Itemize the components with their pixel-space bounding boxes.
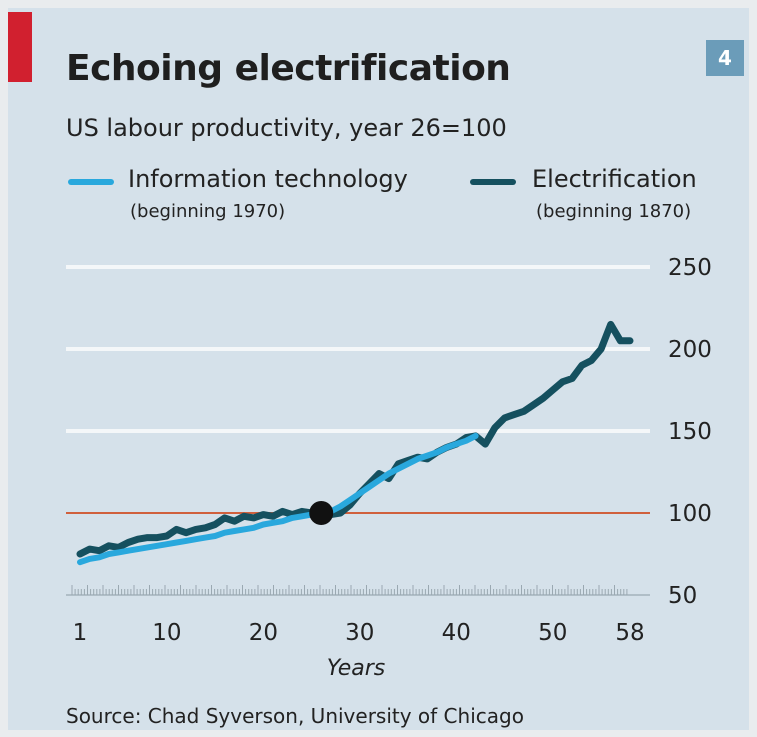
accent-bar: [8, 12, 32, 82]
chart-subtitle: US labour productivity, year 26=100: [66, 114, 507, 142]
x-axis-rug: [66, 585, 650, 596]
y-tick-label-200: 200: [668, 337, 712, 363]
x-tick-label-50: 50: [538, 620, 567, 646]
series-line-information-technology: [77, 432, 479, 566]
chart-number-badge: 4: [706, 40, 744, 76]
y-tick-label-100: 100: [668, 501, 712, 527]
x-tick-label-20: 20: [249, 620, 278, 646]
marker-group: [309, 501, 334, 525]
x-tick-labels: 1 10 20 30 40 50 58: [73, 620, 645, 646]
legend-label-electrification: Electrification: [532, 165, 697, 193]
legend-swatch-electrification: [470, 179, 516, 185]
x-tick-label-10: 10: [152, 620, 181, 646]
y-tick-labels: 50 100 150 200 250: [668, 255, 712, 609]
chart-title: Echoing electrification: [66, 48, 511, 89]
y-tick-label-150: 150: [668, 419, 712, 445]
x-axis-title: Years: [327, 656, 386, 681]
x-tick-label-30: 30: [345, 620, 374, 646]
series-line-electrification: [76, 320, 634, 558]
chart-panel: [8, 8, 749, 730]
gridlines: [66, 265, 650, 433]
y-tick-label-250: 250: [668, 255, 712, 281]
x-tick-label-58: 58: [615, 620, 644, 646]
x-tick-label-40: 40: [442, 620, 471, 646]
series-lines: [76, 320, 634, 566]
source-note: Source: Chad Syverson, University of Chi…: [66, 704, 524, 728]
x-tick-label-1: 1: [73, 620, 88, 646]
year-26-marker: [309, 501, 334, 525]
legend-swatch-information-technology: [68, 179, 114, 185]
legend-note-information-technology: (beginning 1970): [130, 201, 286, 222]
y-tick-label-50: 50: [668, 583, 697, 609]
legend-label-information-technology: Information technology: [128, 165, 408, 193]
legend-note-electrification: (beginning 1870): [536, 201, 692, 222]
